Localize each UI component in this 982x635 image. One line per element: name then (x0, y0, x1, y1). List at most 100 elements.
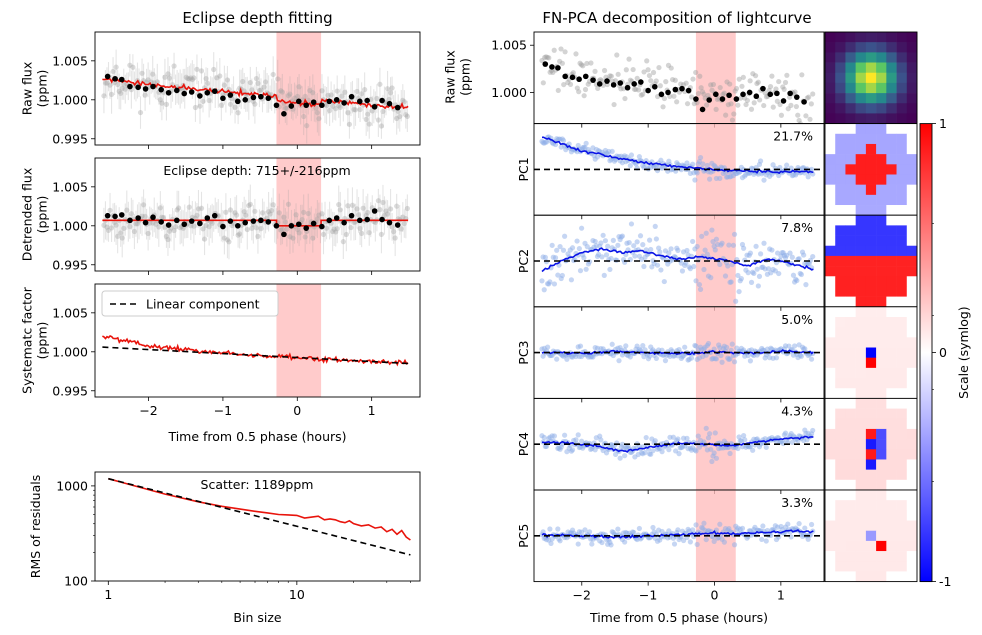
raw-point (137, 109, 144, 116)
pc4-point (708, 446, 714, 452)
pc2-point (725, 263, 731, 269)
raw-point (314, 110, 320, 116)
pixel (886, 235, 897, 247)
pc1-point (609, 148, 615, 155)
pc3-point (745, 352, 751, 359)
pc2-point (560, 247, 567, 253)
pc4-point (541, 434, 547, 441)
raw-point (372, 219, 378, 226)
pixel (855, 154, 867, 165)
pca-raw-point (623, 67, 629, 73)
pc4-point (551, 433, 558, 439)
pixel (855, 551, 867, 562)
raw-point (209, 220, 215, 226)
pixel (896, 388, 908, 399)
pixel (906, 225, 918, 236)
pc2-point (653, 236, 659, 242)
pc1-point (784, 162, 790, 168)
raw-point (214, 75, 220, 81)
pixel (835, 72, 846, 84)
pc3-point (791, 343, 798, 349)
pixel (845, 255, 856, 267)
pixel (855, 510, 867, 521)
pixel (906, 113, 918, 124)
pc2-point (756, 273, 763, 279)
pixel (896, 490, 908, 501)
rms-residuals-ytick-label: 1000 (56, 478, 88, 493)
pc3-point (554, 356, 560, 362)
raw-point (139, 70, 145, 76)
pc2-point (787, 250, 793, 256)
pixel (906, 205, 918, 216)
pixel (865, 357, 877, 369)
raw-point (163, 233, 170, 239)
raw-point (163, 101, 170, 107)
raw-point (128, 211, 134, 217)
raw-point (294, 93, 301, 100)
raw-point (301, 113, 307, 120)
pixel (906, 255, 918, 267)
pixel (896, 408, 908, 420)
pc5-point (690, 527, 696, 533)
pixel (835, 194, 846, 206)
pc5-point (739, 525, 746, 531)
raw-point (339, 93, 345, 99)
pixel (896, 184, 908, 196)
raw-flux-eclipse-band (276, 32, 322, 145)
pixel (896, 62, 908, 74)
pixel (876, 123, 887, 135)
pixel (896, 378, 908, 389)
pixel (876, 306, 887, 318)
pc2-point (577, 268, 584, 274)
pixel (845, 327, 856, 338)
raw-point (162, 74, 168, 80)
binned-point (150, 83, 156, 90)
rms-residuals-xtick-label: 1 (104, 587, 112, 602)
pixel (865, 520, 877, 532)
colorbar-tick-label: 0 (939, 345, 947, 360)
pixel (876, 520, 887, 532)
raw-point (398, 226, 404, 232)
raw-point (107, 82, 113, 88)
systematic-factor-xtick-label: −1 (214, 403, 232, 418)
pixel (865, 255, 877, 267)
pixel (855, 286, 867, 297)
raw-point (400, 97, 406, 103)
raw-point (404, 113, 410, 120)
pixel (825, 530, 836, 542)
pixel (825, 255, 836, 267)
pixel (896, 93, 908, 104)
pixel (825, 194, 836, 206)
pc2-point (798, 271, 804, 278)
pc3-point (802, 346, 808, 352)
pixel (845, 286, 856, 297)
pixel (845, 266, 856, 277)
pixel (886, 551, 897, 562)
pc2-point (552, 255, 559, 261)
pca-raw-point (663, 79, 669, 85)
binned-point (569, 74, 576, 81)
pca-raw-point (728, 101, 734, 107)
pca-raw-point (689, 94, 695, 100)
pixel (825, 215, 836, 226)
pixel (865, 276, 877, 287)
binned-point (165, 89, 172, 96)
pc4-plot-area (534, 398, 824, 490)
pixel (835, 337, 846, 348)
pca-raw-point (645, 67, 651, 73)
binned-point (197, 93, 203, 99)
raw-point (171, 227, 177, 234)
binned-point (158, 86, 164, 93)
colorbar-tick-label: -1 (939, 574, 951, 589)
pca-raw-point (781, 86, 787, 92)
pixel (886, 510, 897, 521)
pc4-point (642, 450, 648, 456)
pixel (865, 235, 877, 247)
systematic-factor-ytick-label: 1.005 (52, 305, 88, 320)
pca-raw-point (640, 91, 646, 97)
pca-raw-point (693, 69, 699, 76)
binned-point (590, 77, 596, 83)
raw-point (197, 103, 203, 109)
pixel (835, 357, 846, 369)
raw-point (403, 112, 409, 118)
